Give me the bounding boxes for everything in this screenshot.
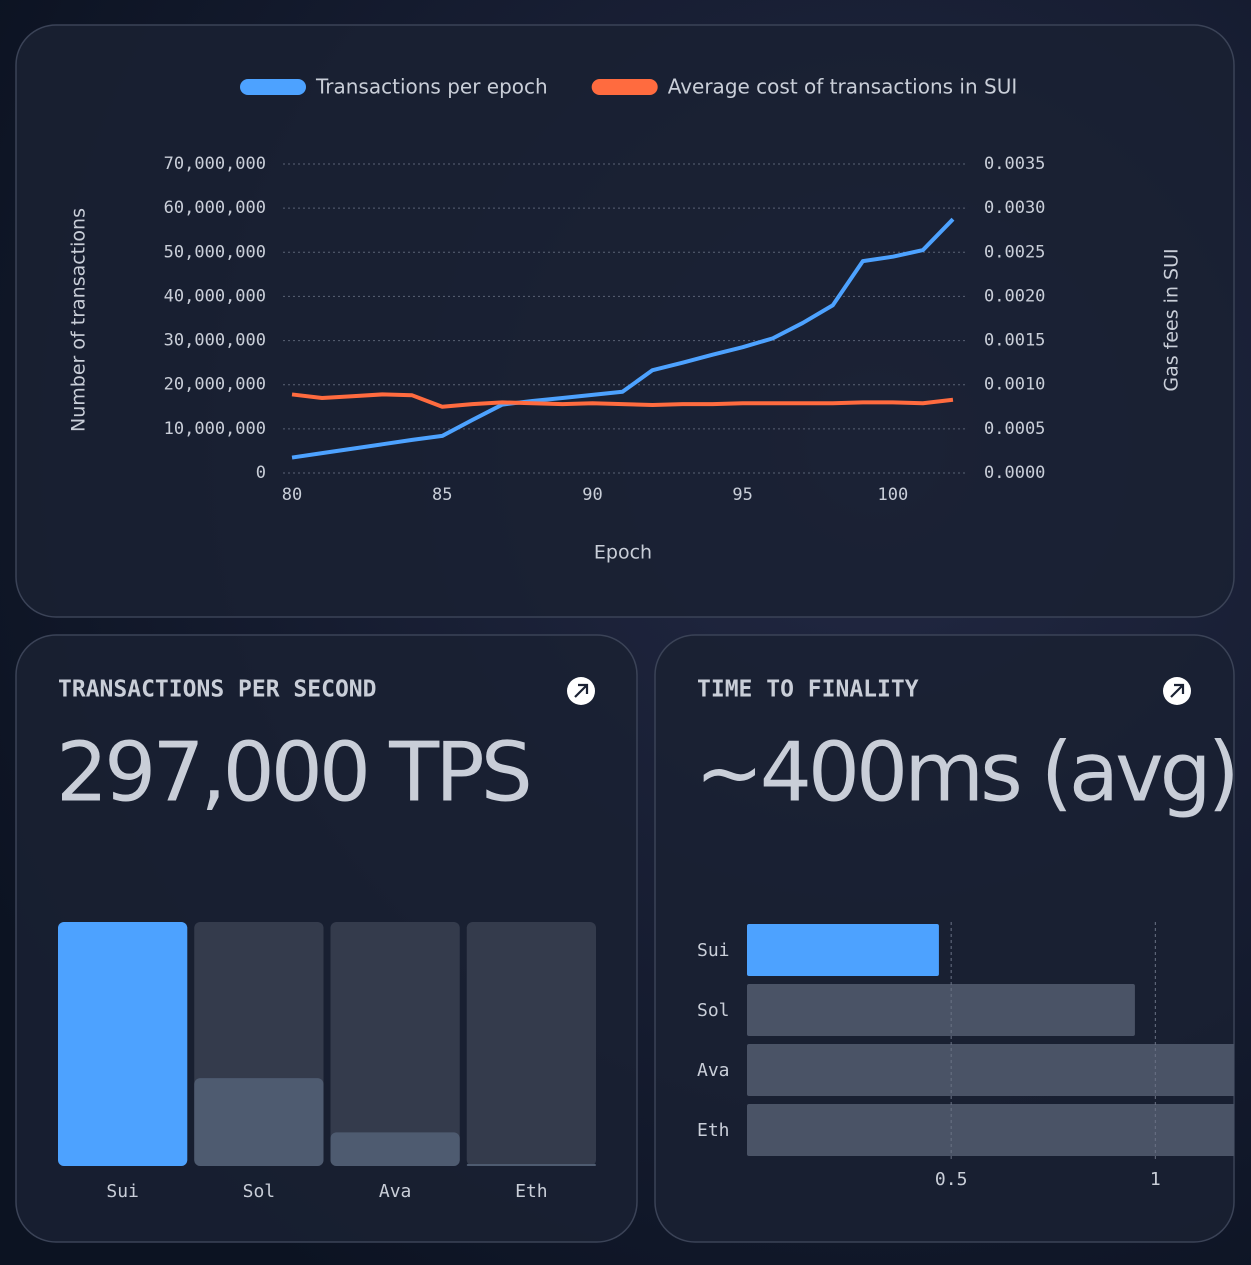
big-stat: 297,000 TPS [56, 725, 529, 820]
x-tick-label: 80 [282, 485, 302, 505]
y2-tick-label: 0.0030 [984, 198, 1045, 218]
legend-swatch [240, 79, 306, 95]
card-title: TIME TO FINALITY [697, 677, 919, 703]
y2-tick-label: 0.0025 [984, 242, 1045, 262]
y-tick-label: 40,000,000 [164, 286, 266, 306]
bar [58, 922, 188, 1166]
bar [747, 1044, 1234, 1096]
line-series [291, 392, 954, 409]
open-icon[interactable] [567, 677, 595, 705]
y-tick-label: 70,000,000 [164, 154, 266, 174]
open-icon[interactable] [1163, 677, 1191, 705]
bar-track [466, 922, 596, 1166]
line-series [291, 217, 955, 460]
y2-tick-label: 0.0005 [984, 419, 1045, 439]
x-tick-label: Ava [379, 1181, 412, 1202]
x-axis-title: Epoch [594, 542, 652, 564]
y-tick-label: Sui [697, 940, 730, 961]
y2-tick-label: 0.0010 [984, 375, 1045, 395]
y-axis-title: Number of transactions [68, 208, 90, 432]
y2-tick-label: 0.0000 [984, 463, 1045, 483]
x-tick-label: Eth [515, 1181, 548, 1202]
y-tick-label: 20,000,000 [164, 375, 266, 395]
x-tick-label: Sui [106, 1181, 139, 1202]
x-tick-label: 85 [432, 485, 452, 505]
bar-track [330, 922, 460, 1166]
y-tick-label: 60,000,000 [164, 198, 266, 218]
x-tick-label: 95 [732, 485, 752, 505]
bar [330, 1132, 460, 1166]
bar [747, 924, 939, 976]
y-tick-label: 50,000,000 [164, 242, 266, 262]
bar [747, 1104, 1234, 1156]
bar [466, 1163, 596, 1166]
y2-tick-label: 0.0020 [984, 286, 1045, 306]
legend-label: Transactions per epoch [315, 75, 548, 99]
y-tick-label: 30,000,000 [164, 331, 266, 351]
y-tick-label: Sol [697, 1000, 730, 1021]
y2-tick-label: 0.0035 [984, 154, 1045, 174]
y2-tick-label: 0.0015 [984, 331, 1045, 351]
y-tick-label: 10,000,000 [164, 419, 266, 439]
bar [194, 1078, 324, 1166]
x-tick-label: 0.5 [935, 1169, 968, 1190]
y2-axis-title: Gas fees in SUI [1161, 248, 1183, 391]
y-tick-label: 0 [256, 463, 266, 483]
card [15, 24, 1235, 618]
x-tick-label: 100 [878, 485, 909, 505]
y-tick-label: Ava [697, 1060, 730, 1081]
x-tick-label: 1 [1150, 1169, 1161, 1190]
y-tick-label: Eth [697, 1120, 730, 1141]
card-title: TRANSACTIONS PER SECOND [58, 677, 377, 703]
bar [747, 984, 1135, 1036]
x-tick-label: Sol [243, 1181, 276, 1202]
x-tick-label: 90 [582, 485, 602, 505]
legend-label: Average cost of transactions in SUI [668, 75, 1018, 99]
big-stat: ~400ms (avg) [695, 725, 1236, 820]
legend-swatch [591, 79, 658, 95]
